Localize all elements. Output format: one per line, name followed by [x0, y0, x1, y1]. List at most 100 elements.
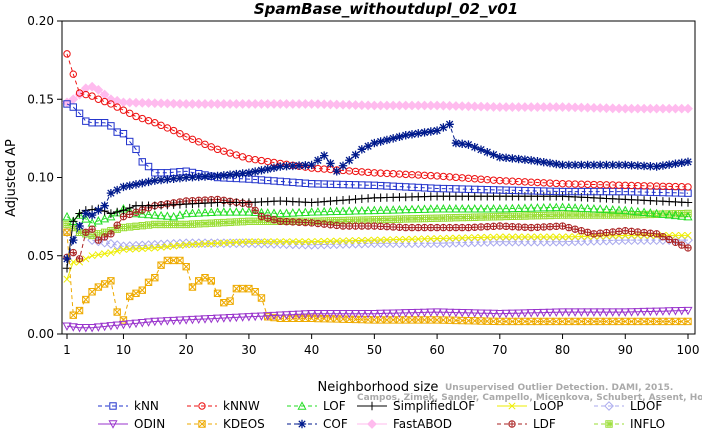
data-point-cof	[489, 150, 498, 159]
data-point-kdeos	[245, 284, 253, 293]
data-point-cof	[62, 254, 72, 264]
data-point-lof	[181, 208, 191, 218]
data-point-lof	[463, 204, 473, 213]
data-point-cof	[432, 126, 442, 135]
data-point-cof	[589, 160, 599, 170]
data-point-ldf	[521, 223, 529, 231]
data-point-cof	[664, 160, 674, 169]
data-point-loop	[295, 238, 303, 246]
data-point-ldf	[301, 218, 310, 227]
legend-label-odin: ODIN	[134, 417, 165, 431]
data-point-loop	[63, 275, 71, 283]
data-point-knnw	[138, 114, 146, 123]
data-point-fastabod	[162, 98, 173, 109]
data-point-ldf	[439, 223, 448, 232]
data-point-loop	[239, 238, 247, 246]
data-point-kdeos	[94, 283, 103, 291]
data-point-odin	[633, 308, 643, 317]
legend-marker-kdeos	[198, 420, 206, 428]
data-point-loop	[257, 238, 266, 246]
data-point-loop	[138, 244, 146, 253]
data-point-cof	[501, 153, 511, 162]
data-point-odin	[470, 309, 480, 318]
data-point-ldf	[684, 244, 692, 252]
data-point-cof	[683, 157, 693, 167]
data-point-ldf	[402, 223, 410, 232]
data-point-cof	[81, 209, 91, 218]
data-point-loop	[439, 234, 447, 242]
data-point-ldof	[294, 239, 304, 250]
data-point-fastabod	[99, 89, 110, 100]
data-point-cof	[464, 140, 473, 149]
data-point-lof	[645, 208, 655, 217]
data-point-kdeos	[157, 261, 165, 269]
data-point-odin	[150, 317, 160, 327]
data-point-loop	[546, 233, 554, 241]
data-point-loop	[188, 240, 197, 249]
legend-marker-ldf	[508, 420, 516, 428]
legend-item-inflo: INFLO	[594, 417, 665, 431]
y-tick-label: 0.05	[27, 249, 54, 263]
data-point-cof	[577, 160, 586, 170]
legend-marker-inflo	[605, 420, 613, 428]
data-point-cof	[652, 162, 661, 171]
data-point-odin	[514, 309, 524, 318]
data-point-knnw	[163, 124, 172, 132]
data-point-ldf	[571, 225, 579, 233]
data-point-lof	[175, 210, 185, 219]
series-line-knnw	[66, 53, 689, 188]
data-point-odin	[501, 309, 511, 319]
series-knn	[63, 100, 692, 197]
watermark-line-2: Campos, Zimek, Sander, Campello, Micenko…	[357, 393, 702, 403]
data-point-lof	[332, 206, 342, 216]
data-point-ldf	[257, 213, 266, 221]
data-point-lof	[532, 203, 542, 212]
data-point-cof	[514, 154, 523, 164]
data-point-kdeos	[182, 263, 190, 271]
data-point-lof	[81, 214, 91, 223]
data-point-ldf	[333, 221, 341, 230]
data-point-fastabod	[344, 99, 355, 110]
data-point-fastabod	[563, 102, 574, 113]
data-point-ldf	[408, 223, 416, 232]
data-point-lof	[482, 204, 492, 213]
data-point-odin	[231, 313, 241, 323]
data-point-odin	[363, 309, 373, 319]
data-point-ldf	[558, 222, 567, 230]
data-point-odin	[426, 308, 436, 318]
data-point-loop	[345, 237, 353, 245]
data-point-cof	[508, 154, 517, 163]
series-line-ldf	[66, 198, 689, 260]
data-point-cof	[457, 139, 467, 149]
legend-item-kdeos: KDEOS	[187, 417, 265, 431]
legend-label-lof: LOF	[323, 399, 346, 413]
data-point-odin	[288, 310, 298, 320]
series-line-odin	[66, 310, 689, 329]
data-point-odin	[495, 309, 505, 319]
data-point-lof	[93, 216, 103, 225]
data-point-cof	[388, 134, 398, 143]
data-point-lof	[244, 207, 254, 216]
data-point-lof	[62, 211, 72, 221]
data-point-odin	[319, 309, 329, 319]
data-point-lof	[200, 207, 210, 217]
data-point-odin	[545, 308, 555, 318]
data-point-ldf	[100, 233, 109, 241]
data-point-kdeos	[69, 311, 77, 319]
data-point-fastabod	[112, 95, 123, 106]
data-point-inflo	[132, 222, 140, 231]
data-point-odin	[438, 308, 448, 318]
data-point-ldof	[262, 238, 273, 249]
data-point-lof	[670, 210, 680, 220]
data-point-cof	[87, 210, 97, 220]
data-point-cof	[552, 159, 561, 169]
data-point-ldf	[420, 223, 429, 232]
data-point-cof	[627, 161, 636, 170]
data-point-odin	[457, 309, 467, 318]
data-point-knn	[126, 137, 134, 146]
data-point-kdeos	[151, 273, 159, 282]
data-point-ldf	[652, 230, 661, 238]
data-point-odin	[344, 309, 354, 319]
data-point-fastabod	[589, 102, 599, 113]
